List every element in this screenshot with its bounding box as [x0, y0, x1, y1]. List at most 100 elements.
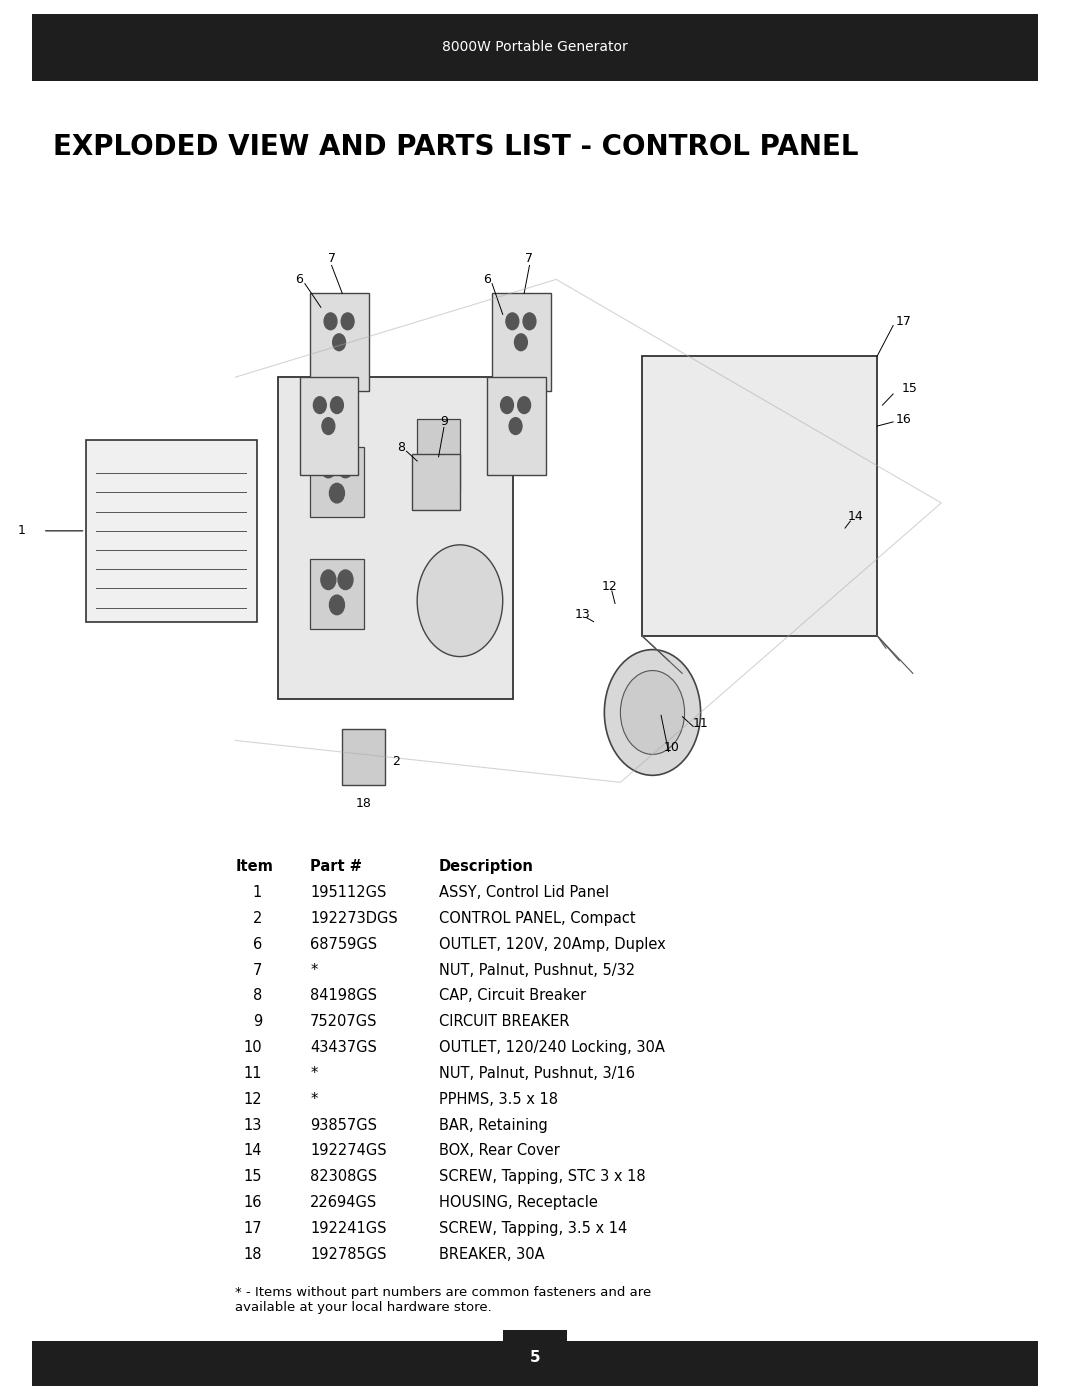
Circle shape — [517, 397, 530, 414]
Bar — [310, 293, 369, 391]
Text: Part #: Part # — [310, 859, 362, 875]
Circle shape — [338, 458, 353, 478]
Text: OUTLET, 120V, 20Amp, Duplex: OUTLET, 120V, 20Amp, Duplex — [438, 936, 665, 951]
Text: 5: 5 — [529, 1351, 540, 1365]
Text: 17: 17 — [896, 314, 912, 328]
Text: 195112GS: 195112GS — [310, 886, 387, 900]
Text: 6: 6 — [253, 936, 262, 951]
Text: 16: 16 — [896, 412, 912, 426]
Bar — [487, 377, 545, 475]
Text: 7: 7 — [327, 251, 336, 265]
Text: 22694GS: 22694GS — [310, 1194, 377, 1210]
Bar — [492, 293, 551, 391]
Text: 15: 15 — [244, 1169, 262, 1185]
Bar — [417, 419, 460, 489]
Text: SCREW, Tapping, STC 3 x 18: SCREW, Tapping, STC 3 x 18 — [438, 1169, 645, 1185]
Text: *: * — [310, 1092, 318, 1106]
Bar — [310, 447, 364, 517]
Text: 7: 7 — [253, 963, 262, 978]
Text: 18: 18 — [355, 796, 372, 810]
Text: 82308GS: 82308GS — [310, 1169, 377, 1185]
Text: 43437GS: 43437GS — [310, 1039, 377, 1055]
Bar — [279, 377, 513, 698]
Text: 14: 14 — [244, 1143, 262, 1158]
Text: 9: 9 — [253, 1014, 262, 1030]
Circle shape — [620, 671, 685, 754]
Text: 7: 7 — [526, 251, 534, 265]
Text: CIRCUIT BREAKER: CIRCUIT BREAKER — [438, 1014, 569, 1030]
Text: 2: 2 — [392, 754, 400, 768]
Text: 18: 18 — [244, 1246, 262, 1261]
Text: 192273DGS: 192273DGS — [310, 911, 397, 926]
Text: NUT, Palnut, Pushnut, 5/32: NUT, Palnut, Pushnut, 5/32 — [438, 963, 635, 978]
Text: 12: 12 — [243, 1092, 262, 1106]
Text: BREAKER, 30A: BREAKER, 30A — [438, 1246, 544, 1261]
Text: 11: 11 — [244, 1066, 262, 1081]
Text: EXPLODED VIEW AND PARTS LIST - CONTROL PANEL: EXPLODED VIEW AND PARTS LIST - CONTROL P… — [54, 133, 859, 161]
Circle shape — [509, 418, 522, 434]
Bar — [411, 454, 460, 510]
Circle shape — [324, 313, 337, 330]
Text: 13: 13 — [575, 608, 591, 622]
Bar — [342, 729, 386, 785]
Circle shape — [321, 458, 336, 478]
Circle shape — [313, 397, 326, 414]
Text: * - Items without part numbers are common fasteners and are
available at your lo: * - Items without part numbers are commo… — [235, 1285, 651, 1313]
Text: OUTLET, 120/240 Locking, 30A: OUTLET, 120/240 Locking, 30A — [438, 1039, 664, 1055]
Circle shape — [605, 650, 701, 775]
Text: 192785GS: 192785GS — [310, 1246, 387, 1261]
Circle shape — [329, 483, 345, 503]
Circle shape — [338, 570, 353, 590]
Text: 6: 6 — [483, 272, 490, 286]
Circle shape — [501, 397, 513, 414]
Text: 192241GS: 192241GS — [310, 1221, 387, 1236]
Circle shape — [322, 418, 335, 434]
Text: 17: 17 — [243, 1221, 262, 1236]
Text: NUT, Palnut, Pushnut, 3/16: NUT, Palnut, Pushnut, 3/16 — [438, 1066, 635, 1081]
Circle shape — [523, 313, 536, 330]
Text: 6: 6 — [296, 272, 303, 286]
Text: BOX, Rear Cover: BOX, Rear Cover — [438, 1143, 559, 1158]
Text: ASSY, Control Lid Panel: ASSY, Control Lid Panel — [438, 886, 609, 900]
FancyBboxPatch shape — [32, 14, 1038, 81]
Circle shape — [321, 570, 336, 590]
Text: 1: 1 — [253, 886, 262, 900]
Text: 68759GS: 68759GS — [310, 936, 377, 951]
Circle shape — [341, 313, 354, 330]
Bar — [299, 377, 359, 475]
Bar — [85, 440, 257, 622]
Text: 8: 8 — [397, 440, 405, 454]
Text: *: * — [310, 963, 318, 978]
Text: 84198GS: 84198GS — [310, 989, 377, 1003]
Text: *: * — [310, 1066, 318, 1081]
Text: 10: 10 — [664, 740, 679, 754]
Circle shape — [417, 545, 502, 657]
Text: Item: Item — [235, 859, 273, 875]
Text: 14: 14 — [848, 510, 864, 524]
Text: 93857GS: 93857GS — [310, 1118, 377, 1133]
Text: CONTROL PANEL, Compact: CONTROL PANEL, Compact — [438, 911, 635, 926]
Text: 15: 15 — [902, 381, 917, 395]
Text: 8000W Portable Generator: 8000W Portable Generator — [442, 41, 627, 54]
Text: 2: 2 — [253, 911, 262, 926]
Circle shape — [330, 397, 343, 414]
Text: 9: 9 — [440, 415, 448, 429]
Text: BAR, Retaining: BAR, Retaining — [438, 1118, 548, 1133]
Text: 16: 16 — [244, 1194, 262, 1210]
Circle shape — [514, 334, 527, 351]
Text: PPHMS, 3.5 x 18: PPHMS, 3.5 x 18 — [438, 1092, 557, 1106]
Bar — [310, 559, 364, 629]
FancyBboxPatch shape — [502, 1330, 567, 1386]
Text: SCREW, Tapping, 3.5 x 14: SCREW, Tapping, 3.5 x 14 — [438, 1221, 626, 1236]
Text: 10: 10 — [243, 1039, 262, 1055]
Text: 8: 8 — [253, 989, 262, 1003]
Text: 192274GS: 192274GS — [310, 1143, 387, 1158]
Text: CAP, Circuit Breaker: CAP, Circuit Breaker — [438, 989, 585, 1003]
Bar — [642, 356, 877, 636]
Circle shape — [329, 595, 345, 615]
Circle shape — [333, 334, 346, 351]
Text: HOUSING, Receptacle: HOUSING, Receptacle — [438, 1194, 597, 1210]
Text: 13: 13 — [244, 1118, 262, 1133]
Text: 1: 1 — [17, 524, 25, 538]
Text: Description: Description — [438, 859, 534, 875]
